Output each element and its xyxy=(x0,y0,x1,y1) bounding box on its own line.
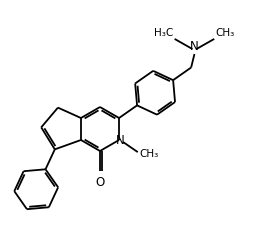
Text: CH₃: CH₃ xyxy=(140,148,159,158)
Text: N: N xyxy=(116,134,124,147)
Text: O: O xyxy=(95,175,105,188)
Text: CH₃: CH₃ xyxy=(215,28,235,38)
Text: N: N xyxy=(190,40,199,53)
Text: H₃C: H₃C xyxy=(154,28,174,38)
